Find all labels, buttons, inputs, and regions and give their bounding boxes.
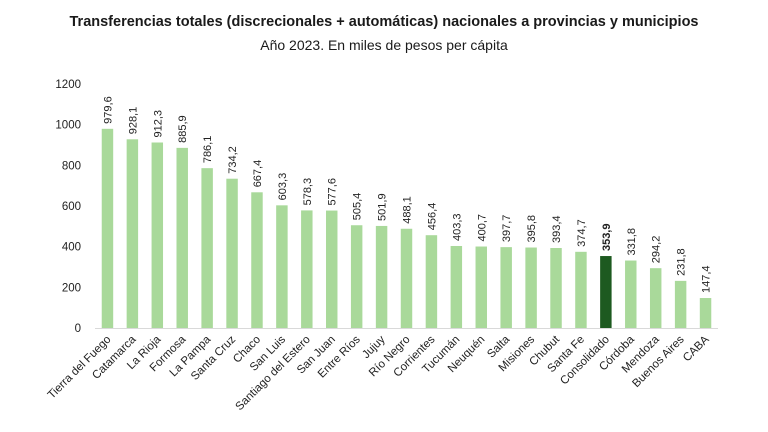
- bar: [475, 246, 487, 328]
- bar: [525, 247, 537, 328]
- data-label: 393,4: [551, 215, 563, 243]
- data-label: 353,9: [601, 224, 613, 252]
- data-label: 294,2: [651, 236, 663, 264]
- data-label: 231,8: [676, 248, 688, 276]
- bar: [151, 142, 164, 328]
- y-tick-label: 200: [62, 282, 81, 294]
- data-label: 456,4: [426, 203, 438, 231]
- bar: [176, 147, 188, 328]
- bar: [600, 256, 612, 328]
- data-label: 374,7: [576, 219, 588, 247]
- bar: [425, 235, 438, 328]
- bar: [326, 210, 338, 328]
- y-tick-label: 0: [75, 323, 81, 335]
- y-tick-label: 1000: [55, 120, 81, 132]
- data-label: 147,4: [701, 265, 713, 293]
- data-label: 400,7: [476, 214, 488, 242]
- bar: [575, 251, 587, 328]
- bar: [201, 168, 213, 328]
- bar: [375, 225, 388, 328]
- bar: [301, 210, 313, 328]
- bar: [126, 139, 139, 328]
- bar: [649, 268, 662, 328]
- bar: [276, 205, 288, 328]
- data-label: 885,9: [177, 115, 189, 143]
- data-label: 786,1: [202, 136, 214, 164]
- chart-subtitle: Año 2023. En miles de pesos per cápita: [260, 37, 508, 53]
- data-label: 505,4: [352, 193, 364, 221]
- data-label: 734,2: [227, 146, 239, 174]
- data-label: 397,7: [501, 215, 513, 243]
- data-label: 488,1: [402, 196, 414, 224]
- bar: [699, 298, 712, 328]
- y-tick-label: 600: [62, 201, 81, 213]
- data-label: 331,8: [626, 228, 638, 256]
- bar: [251, 192, 263, 328]
- bar: [625, 260, 637, 328]
- data-label: 979,6: [102, 96, 114, 124]
- data-label: 403,3: [451, 213, 463, 241]
- bar: [350, 225, 363, 328]
- data-label: 603,3: [277, 173, 289, 201]
- y-tick-label: 800: [62, 160, 81, 172]
- bar: [226, 178, 238, 328]
- data-label: 667,4: [252, 160, 264, 188]
- data-label: 912,3: [152, 110, 164, 138]
- bar: [674, 280, 687, 328]
- chart-title: Transferencias totales (discrecionales +…: [69, 14, 699, 30]
- data-label: 928,1: [127, 107, 139, 135]
- bar: [550, 248, 562, 328]
- y-tick-label: 400: [62, 242, 81, 254]
- bar: [400, 228, 413, 328]
- data-label: 501,9: [377, 193, 389, 221]
- x-tick-label: CABA: [681, 333, 712, 364]
- data-label: 577,6: [327, 178, 339, 206]
- bar: [450, 245, 463, 328]
- bar: [500, 247, 512, 328]
- data-label: 395,8: [526, 215, 538, 243]
- bar: [101, 128, 114, 328]
- y-tick-label: 1200: [55, 79, 81, 91]
- data-label: 578,3: [302, 178, 314, 206]
